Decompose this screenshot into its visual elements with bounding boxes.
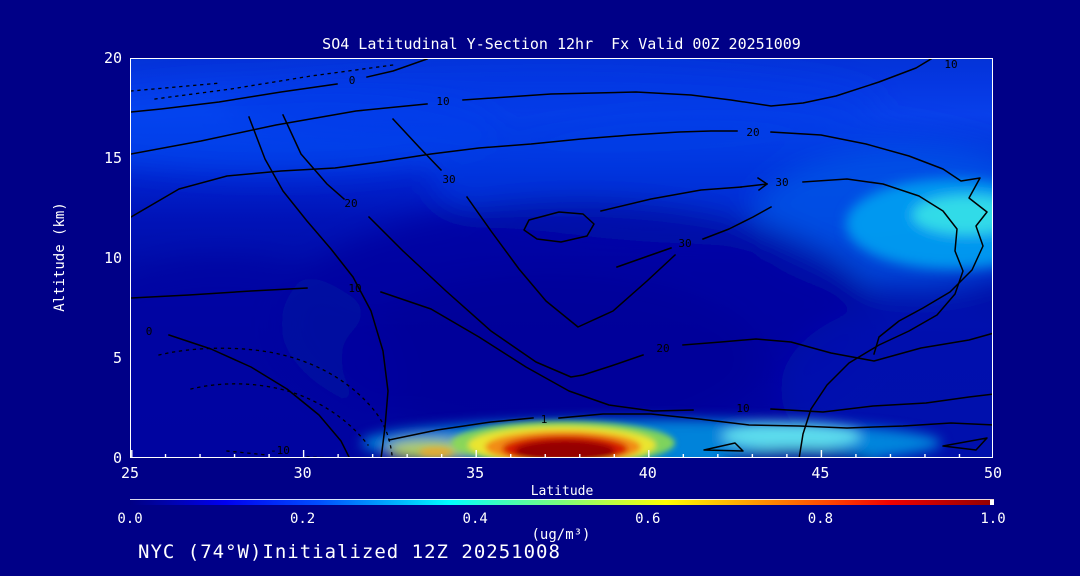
x-tick-label: 50 [983, 464, 1003, 482]
colorbar-tick-label: 0.0 [117, 511, 143, 527]
colorbar-tick-label: 1.0 [980, 511, 1006, 527]
contour-label: 10 [348, 282, 361, 295]
contour-label: 20 [656, 342, 669, 355]
contour-label: 30 [775, 176, 788, 189]
x-tick-label: 25 [120, 464, 140, 482]
contour-label: 1 [541, 413, 548, 426]
y-tick-label: 0 [112, 449, 122, 467]
x-tick-label: 35 [466, 464, 485, 482]
colorbar-tick-label: 0.8 [807, 511, 834, 527]
contour-label: 0 [349, 74, 356, 87]
x-tick-label: 30 [293, 464, 312, 482]
y-tick-label: 5 [112, 349, 122, 367]
contour-label: -10 [270, 444, 290, 457]
contour-label: 30 [442, 173, 455, 186]
contour-label: 20 [344, 197, 357, 210]
colorbar-units-label: (ug/m³) [531, 527, 591, 543]
contour-level-labels: 0 10 10 20 30 30 30 20 20 10 10 0 1 -10 [146, 59, 958, 457]
contour-label: 0 [146, 325, 153, 338]
colorbar-tick-label: 0.6 [635, 511, 661, 527]
y-tick-label: 20 [103, 49, 122, 67]
contour-label: 10 [436, 95, 449, 108]
y-tick-label: 10 [103, 249, 122, 267]
filled-contour-field [131, 59, 992, 457]
contour-label: 10 [944, 59, 957, 71]
chart-title: SO4 Latitudinal Y-Section 12hr Fx Valid … [322, 35, 801, 53]
contour-label: 10 [736, 402, 749, 415]
colorbar-tick-label: 0.4 [462, 511, 488, 527]
colorbar [130, 499, 994, 505]
plot-area: 0 10 10 20 30 30 30 20 20 10 10 0 1 -10 [130, 58, 993, 458]
x-axis-label: Latitude [530, 484, 594, 499]
overlay-contour-lines [131, 59, 992, 457]
contour-label: 30 [678, 237, 691, 250]
init-annotation: NYC (74°W)Initialized 12Z 20251008 [138, 541, 561, 563]
y-tick-label: 15 [103, 149, 122, 167]
x-axis-ticks [131, 450, 961, 457]
contour-field-canvas: 0 10 10 20 30 30 30 20 20 10 10 0 1 -10 [131, 59, 992, 457]
y-axis-label: Altitude (km) [52, 202, 68, 312]
contour-label: 20 [746, 126, 759, 139]
x-tick-label: 40 [638, 464, 657, 482]
colorbar-tick-label: 0.2 [289, 511, 316, 527]
colorbar-endcap [990, 500, 994, 505]
x-tick-label: 45 [811, 464, 830, 482]
